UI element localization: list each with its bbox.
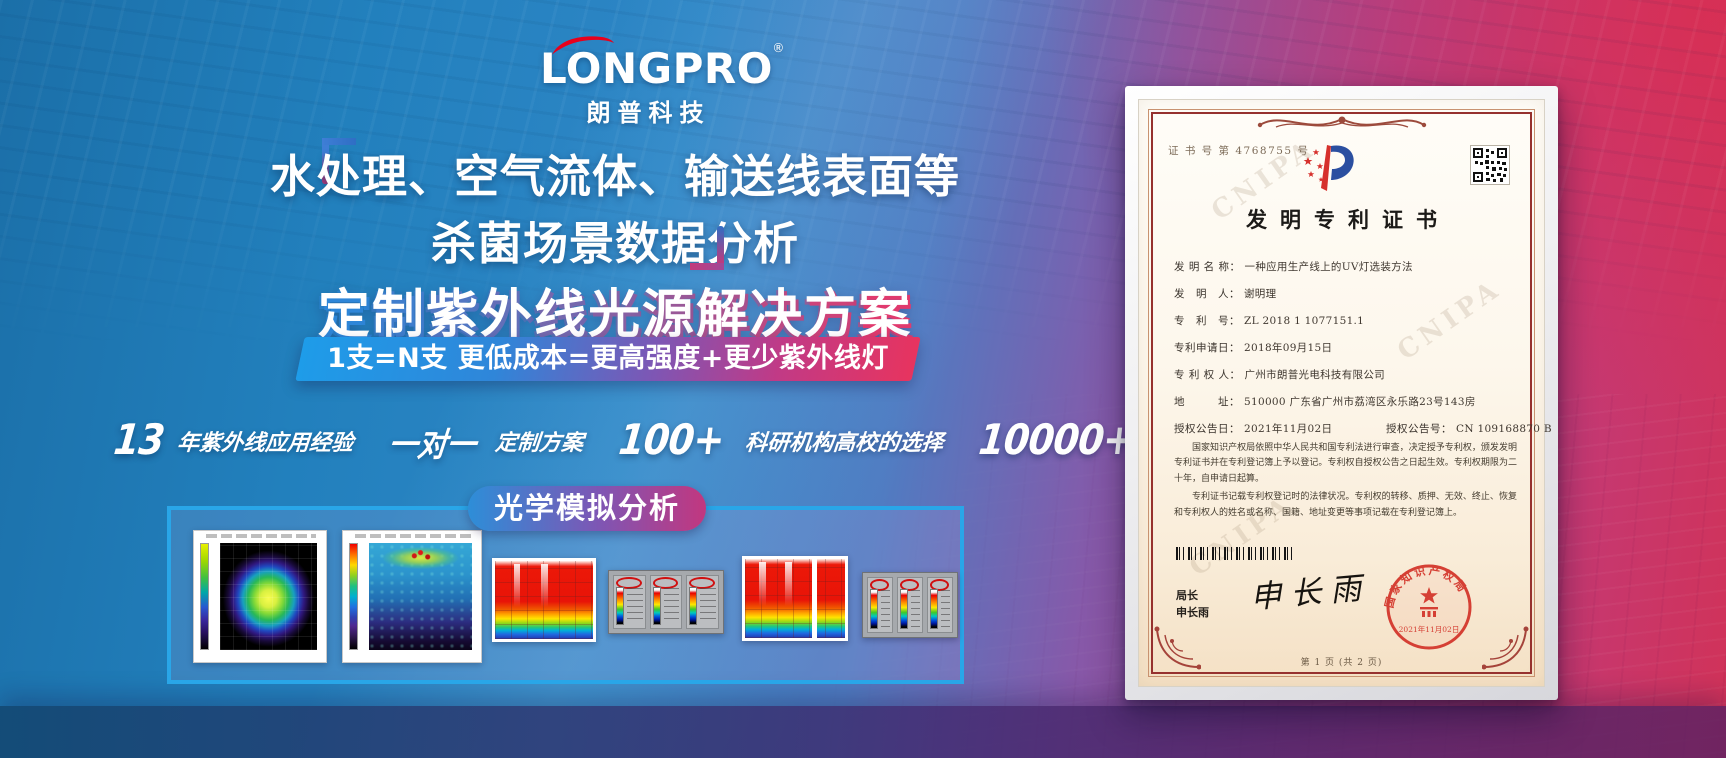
formula-text: 1支=N支 更低成本=更高强度+更少紫外线灯 xyxy=(327,343,889,374)
legend-column xyxy=(686,575,720,629)
certificate-number: 证 书 号 第 4768755 号 xyxy=(1168,145,1310,157)
noisy-irradiance-plot xyxy=(369,543,472,650)
legend-column xyxy=(867,577,893,633)
body-paragraph-1: 国家知识产权局依照中华人民共和国专利法进行审查，决定授予专利权，颁发发明专利证书… xyxy=(1174,443,1517,484)
certificate-paper: CNIPA CNIPA CNIPA 证 书 号 第 4768755 号 xyxy=(1138,99,1552,687)
field-patentee: 专 利 权 人： 广州市朗普光电科技有限公司 xyxy=(1174,369,1385,381)
uv-heatmap-small-image xyxy=(492,558,596,642)
simulation-gallery xyxy=(167,506,964,684)
colorbar xyxy=(349,543,358,650)
brand-name-chinese: 朗普科技 xyxy=(586,99,711,127)
quote-bracket-open xyxy=(322,138,356,184)
stat-label: 年紫外线应用经验 xyxy=(176,430,355,456)
simulation-badge: 光学模拟分析 xyxy=(468,486,706,531)
stat-value: 13 xyxy=(111,415,167,464)
cnipa-logo-icon xyxy=(1303,145,1354,191)
stat-institutions: 100+ 科研机构高校的选择 xyxy=(617,415,945,464)
scatter-irradiance-image xyxy=(342,530,482,663)
registered-mark: ® xyxy=(772,41,785,55)
corner-flourish-icon xyxy=(1482,626,1529,670)
heatmap-streak xyxy=(541,564,548,607)
headline-line2: 杀菌场景数据分析 xyxy=(430,217,799,270)
background-bottom-band xyxy=(0,706,1726,758)
highlight-ellipse-icon xyxy=(870,579,889,591)
director-label: 局长 xyxy=(1176,589,1198,602)
barcode xyxy=(1176,547,1294,560)
field-grant: 授权公告日： 2021年11月02日 授权公告号： CN 109168870 B xyxy=(1174,423,1552,435)
chart-microtitle xyxy=(206,534,316,538)
stats-row: 13 年紫外线应用经验 一对一 定制方案 100+ 科研机构高校的选择 1000… xyxy=(111,415,1295,464)
body-paragraph-2: 专利证书记载专利权登记时的法律状况。专利权的转移、质押、无效、终止、恢复和专利权… xyxy=(1174,492,1517,518)
stat-experience: 13 年紫外线应用经验 xyxy=(111,415,355,464)
stat-label: 科研机构高校的选择 xyxy=(744,430,945,456)
legend-column xyxy=(897,577,923,633)
qr-code xyxy=(1470,145,1510,185)
stat-label: 定制方案 xyxy=(494,430,585,456)
ornament-flourish-icon xyxy=(1257,116,1426,128)
field-invention-name: 发 明 名 称： 一种应用生产线上的UV灯选装方法 xyxy=(1174,261,1413,273)
stat-value: 一对一 xyxy=(387,424,479,464)
official-seal: 国家知识产权局 2021年11月02日 xyxy=(1383,563,1472,650)
seal-star-icon xyxy=(1420,587,1438,604)
heatmap-divider xyxy=(812,559,817,638)
chart-microtitle xyxy=(355,534,471,538)
irradiance-map-image xyxy=(193,530,327,663)
field-inventor: 发 明 人： 谢明理 xyxy=(1174,288,1277,300)
certificate-title: 发明专利证书 xyxy=(1246,207,1450,232)
brand-name: LONGPRO xyxy=(540,44,773,93)
field-application-date: 专利申请日： 2018年09月15日 xyxy=(1174,342,1333,354)
legend-column xyxy=(649,575,683,629)
legend-column xyxy=(927,577,953,633)
brand-logo: LONGPRO ® 朗普科技 xyxy=(540,32,784,128)
heatmap-legend-panel xyxy=(608,570,724,634)
director-name: 申长雨 xyxy=(1176,606,1209,619)
brand-wordmark: LONGPRO ® xyxy=(540,42,784,90)
heatmap-legend-panel xyxy=(862,572,958,638)
stat-one-on-one: 一对一 定制方案 xyxy=(387,424,585,464)
field-address: 地 址： 510000 广东省广州市荔湾区永乐路23号143房 xyxy=(1174,396,1476,408)
heatmap-streak xyxy=(785,562,792,606)
irradiance-plot xyxy=(220,543,317,650)
corner-flourish-icon xyxy=(1154,626,1201,670)
certificate-border-inner xyxy=(1151,112,1532,674)
certificate-border-outer xyxy=(1148,109,1535,677)
legend-column xyxy=(613,575,646,629)
stat-value: 10000+ xyxy=(976,415,1137,464)
field-patent-number: 专 利 号： ZL 2018 1 1077151.1 xyxy=(1174,315,1365,327)
highlight-ellipse-icon xyxy=(930,579,949,591)
director-block: 局长 申长雨 xyxy=(1176,587,1209,621)
stat-value: 100+ xyxy=(617,415,727,464)
patent-certificate: CNIPA CNIPA CNIPA 证 书 号 第 4768755 号 xyxy=(1125,86,1558,700)
solution-title: 定制紫外线光源解决方案 xyxy=(317,285,913,345)
highlight-ellipse-icon xyxy=(900,579,919,591)
page-number: 第 1 页 (共 2 页) xyxy=(1300,658,1383,668)
headline-line1: 水处理、空气流体、输送线表面等 xyxy=(269,150,960,203)
heatmap-streak xyxy=(759,562,766,606)
certificate-body-text: 国家知识产权局依照中华人民共和国专利法进行审查，决定授予专利权，颁发发明专利证书… xyxy=(1174,441,1517,524)
heatmap-streak xyxy=(513,564,521,607)
uv-heatmap-large-image xyxy=(742,556,848,641)
field-grant-number: 授权公告号： CN 109168870 B xyxy=(1386,423,1552,435)
formula-banner: 1支=N支 更低成本=更高强度+更少紫外线灯 xyxy=(295,337,921,381)
colorbar xyxy=(200,543,209,650)
quote-bracket-close xyxy=(690,226,724,270)
seal-date: 2021年11月02日 xyxy=(1399,624,1460,634)
logo-swoosh-icon xyxy=(552,36,614,55)
